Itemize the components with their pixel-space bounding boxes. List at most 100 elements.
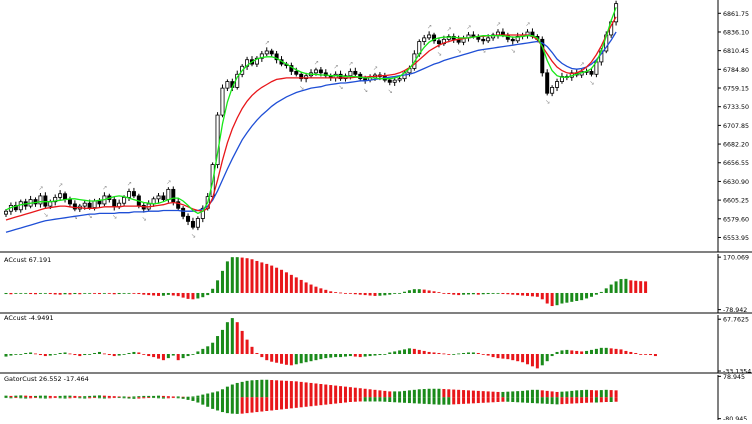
bear-candle: [131, 191, 136, 197]
fractal-down-marker: ↘: [388, 88, 393, 95]
ac-down-bar: [176, 354, 180, 361]
ac-down-bar: [43, 354, 47, 357]
gator-lower-down-bar: [575, 397, 579, 404]
gator-lower-up-bar: [412, 397, 416, 404]
ac-up-bar: [88, 354, 92, 355]
gator-lower-up-bar: [422, 397, 426, 404]
gator-lower-down-bar: [147, 397, 151, 399]
ac-custom-up-bar: [555, 292, 559, 306]
ac-custom-up-bar: [220, 270, 224, 293]
gator-upper-down-bar: [383, 390, 387, 398]
bull-candle: [220, 87, 225, 116]
ac-custom-up-bar: [43, 292, 47, 294]
ac-up-bar: [196, 351, 200, 355]
ac-down-bar: [614, 348, 618, 355]
ac-down-bar: [649, 354, 653, 356]
gator-lower-up-bar: [43, 397, 47, 399]
gator-upper-down-bar: [270, 380, 274, 398]
gator-lower-up-bar: [122, 397, 126, 399]
bull-candle: [486, 37, 491, 42]
ac-up-bar: [339, 354, 343, 358]
ac-up-bar: [462, 352, 466, 355]
bull-candle: [392, 79, 397, 83]
ac-custom-up-bar: [570, 292, 574, 302]
gator-upper-up-bar: [235, 382, 239, 398]
gator-lower-up-bar: [24, 397, 28, 399]
ac-down-bar: [245, 339, 249, 355]
ac-custom-down-bar: [319, 288, 323, 293]
gator-lower-down-bar: [142, 397, 146, 399]
gator-upper-up-bar: [240, 381, 244, 398]
gator-lower-up-bar: [393, 397, 397, 403]
ac-up-bar: [343, 354, 347, 357]
ac-up-bar: [373, 354, 377, 356]
ac-custom-up-bar: [196, 292, 200, 299]
bear-candle: [353, 70, 358, 75]
ac-down-bar: [535, 354, 539, 369]
fractal-down-marker: ↘: [191, 232, 196, 239]
ac-up-bar: [4, 354, 8, 357]
bear-candle: [545, 72, 550, 94]
gator-upper-up-bar: [245, 380, 249, 398]
ac-custom-down-bar: [334, 292, 338, 293]
gator-upper-down-bar: [358, 388, 362, 398]
ac-up-bar: [181, 354, 185, 359]
ac-down-bar: [260, 354, 264, 358]
ac-custom-down-bar: [147, 292, 151, 296]
bear-candle: [87, 202, 92, 208]
bear-candle: [72, 203, 77, 210]
gator-panel: 78.945 -80.945: [4, 374, 747, 423]
ac-down-bar: [265, 354, 269, 361]
gator-upper-down-bar: [368, 389, 372, 398]
bear-candle: [387, 79, 392, 83]
ac-custom-down-bar: [432, 291, 436, 293]
ac-custom-down-bar: [265, 263, 269, 293]
gator-upper-up-bar: [157, 395, 161, 398]
bear-candle: [171, 188, 176, 203]
ac-custom-down-bar: [540, 292, 544, 300]
ac-custom-down-bar: [501, 292, 505, 295]
gator-lower-down-bar: [68, 397, 72, 399]
gator-lower-up-bar: [447, 397, 451, 405]
ac-down-bar: [575, 350, 579, 355]
ac-custom-down-bar: [137, 292, 141, 295]
bear-candle: [363, 78, 368, 81]
gator-upper-up-bar: [565, 391, 569, 398]
ac-up-bar: [334, 354, 338, 358]
ac-custom-down-bar: [511, 292, 515, 295]
ac-custom-up-bar: [619, 279, 623, 293]
ac-custom-down-bar: [53, 292, 57, 295]
ac-up-bar: [206, 346, 210, 355]
gator-upper-up-bar: [176, 396, 180, 398]
gator-upper-up-bar: [403, 390, 407, 398]
gator-lower-down-bar: [250, 397, 254, 413]
gator-lower-up-bar: [540, 397, 544, 404]
ac-custom-down-bar: [107, 292, 111, 294]
ac-custom-y-tick-label: -78.942: [723, 307, 747, 314]
gator-upper-down-bar: [353, 387, 357, 398]
gator-lower-up-bar: [609, 397, 613, 402]
gator-upper-up-bar: [417, 389, 421, 398]
ac-custom-up-bar: [88, 292, 92, 294]
bear-candle: [323, 72, 328, 77]
ac-custom-up-bar: [230, 257, 234, 293]
gator-lower-down-bar: [496, 397, 500, 402]
fractal-down-marker: ↘: [457, 47, 462, 54]
gator-lower-up-bar: [432, 397, 436, 405]
ac-custom-down-bar: [457, 292, 461, 296]
ac-custom-down-bar: [634, 280, 638, 293]
ac-custom-down-bar: [506, 292, 510, 295]
gator-lower-down-bar: [319, 397, 323, 406]
gator-upper-down-bar: [304, 382, 308, 398]
ac-custom-down-bar: [329, 291, 333, 293]
gator-lower-up-bar: [511, 397, 515, 402]
gator-upper-down-bar: [550, 391, 554, 398]
bull-candle: [156, 195, 161, 200]
gator-upper-up-bar: [225, 386, 229, 398]
gator-lower-down-bar: [166, 397, 170, 399]
ac-down-bar: [619, 349, 623, 355]
gator-upper-up-bar: [412, 389, 416, 398]
ac-up-bar: [58, 352, 62, 355]
fractal-up-marker: ↗: [580, 61, 585, 68]
ac-up-bar: [19, 354, 23, 355]
